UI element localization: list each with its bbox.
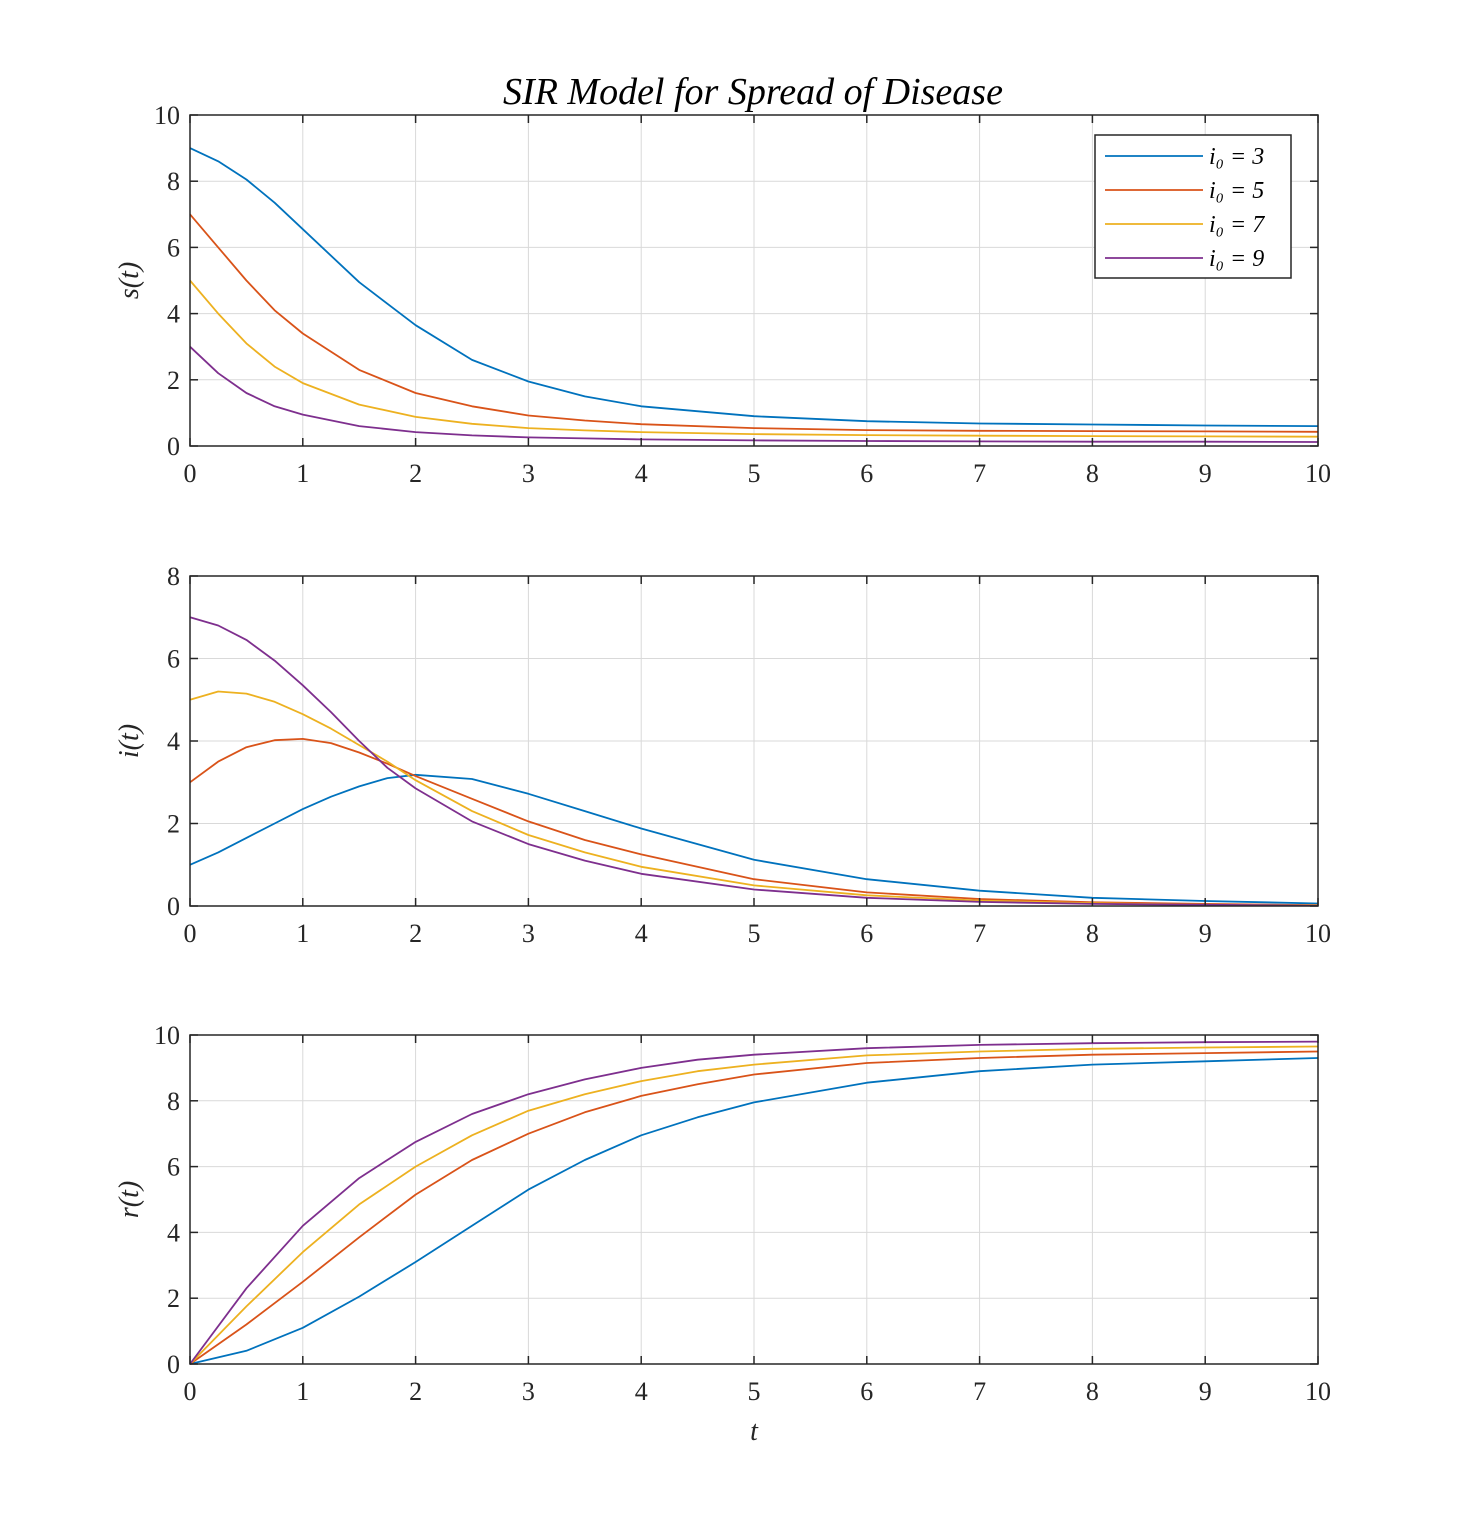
x-tick-label: 8 [1086, 459, 1099, 488]
subplot-3: 0 1 2 3 4 5 6 7 8 9 10 0 2 4 6 8 10 r(t) t [114, 1021, 1331, 1447]
legend-entry-label: i₀ = 7 [1209, 212, 1265, 238]
x-tick-label: 8 [1086, 919, 1099, 948]
x-tick-label: 7 [973, 459, 986, 488]
series-line-1 [189, 773, 1319, 905]
x-tick-label: 7 [973, 919, 986, 948]
y-tick-label: 2 [167, 1284, 180, 1313]
series-line-3 [189, 279, 1319, 438]
y-tick-label: 2 [167, 366, 180, 395]
figure-title: SIR Model for Spread of Disease [503, 71, 1003, 113]
series-line-1 [189, 1057, 1319, 1365]
x-tick-label: 3 [522, 919, 535, 948]
x-tick-label: 0 [184, 919, 197, 948]
x-tick-label: 5 [748, 919, 761, 948]
x-tick-label: 10 [1305, 459, 1331, 488]
x-tick-label: 2 [409, 919, 422, 948]
x-tick-label: 6 [860, 459, 873, 488]
x-tick-label: 3 [522, 459, 535, 488]
legend-entry-label: i₀ = 5 [1209, 178, 1264, 204]
series-line-4 [189, 1040, 1319, 1365]
x-tick-label: 5 [748, 459, 761, 488]
series-line-3 [189, 1045, 1319, 1365]
x-tick-label: 10 [1305, 1377, 1331, 1406]
y-tick-label: 4 [167, 1218, 180, 1247]
x-tick-label: 9 [1199, 459, 1212, 488]
y-tick-label: 0 [167, 892, 180, 921]
x-tick-label: 6 [860, 1377, 873, 1406]
y-tick-label: 8 [167, 562, 180, 591]
y-tick-label: 8 [167, 1087, 180, 1116]
x-tick-label: 4 [635, 459, 648, 488]
x-tick-label: 1 [296, 919, 309, 948]
x-tick-label: 2 [409, 459, 422, 488]
legend-box [1094, 134, 1292, 279]
series-line-4 [189, 346, 1319, 443]
x-tick-label: 4 [635, 1377, 648, 1406]
x-tick-label: 5 [748, 1377, 761, 1406]
x-tick-label: 9 [1199, 1377, 1212, 1406]
y-tick-label: 8 [167, 167, 180, 196]
x-tick-label: 3 [522, 1377, 535, 1406]
x-tick-label: 7 [973, 1377, 986, 1406]
x-tick-label: 6 [860, 919, 873, 948]
y-axis-label: i(t) [114, 724, 145, 758]
y-tick-label: 0 [167, 432, 180, 461]
x-tick-label: 10 [1305, 919, 1331, 948]
y-tick-label: 10 [154, 101, 180, 130]
y-tick-label: 6 [167, 1153, 180, 1182]
x-tick-label: 4 [635, 919, 648, 948]
x-tick-label: 2 [409, 1377, 422, 1406]
y-tick-label: 4 [167, 727, 180, 756]
y-axis-label: s(t) [114, 262, 145, 299]
y-tick-label: 6 [167, 233, 180, 262]
x-tick-label: 0 [184, 1377, 197, 1406]
x-axis-label: t [750, 1416, 759, 1447]
y-tick-label: 4 [167, 300, 180, 329]
x-tick-label: 1 [296, 459, 309, 488]
subplot-2: 0 1 2 3 4 5 6 7 8 9 10 0 2 4 6 8 i(t) [114, 562, 1331, 948]
series-line-2 [189, 1050, 1319, 1365]
x-tick-label: 9 [1199, 919, 1212, 948]
series-line-2 [189, 213, 1319, 433]
x-tick-label: 1 [296, 1377, 309, 1406]
y-axis-label: r(t) [114, 1181, 145, 1218]
x-tick-label: 8 [1086, 1377, 1099, 1406]
x-tick-label: 0 [184, 459, 197, 488]
y-tick-label: 0 [167, 1350, 180, 1379]
legend-entry-label: i₀ = 3 [1209, 144, 1264, 170]
legend-entry-label: i₀ = 9 [1209, 246, 1264, 272]
legend: i₀ = 3 i₀ = 5 i₀ = 7 i₀ = 9 [1094, 134, 1292, 279]
y-tick-label: 2 [167, 810, 180, 839]
y-tick-label: 10 [154, 1021, 180, 1050]
y-tick-label: 6 [167, 645, 180, 674]
series-line-1 [189, 147, 1319, 427]
